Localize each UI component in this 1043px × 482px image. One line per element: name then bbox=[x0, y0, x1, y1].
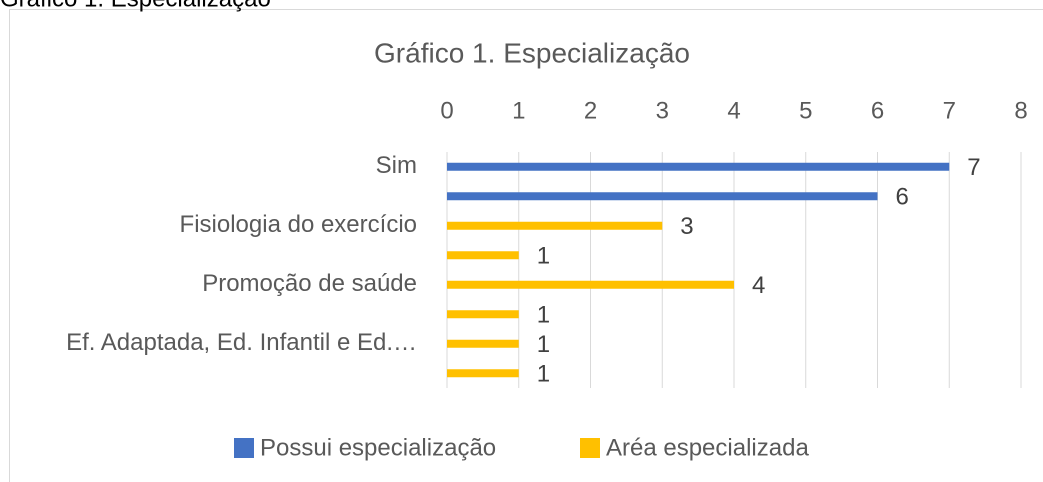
y-tick-label: Fisiologia do exercício bbox=[180, 211, 417, 238]
bar bbox=[447, 251, 519, 260]
bar bbox=[447, 339, 519, 348]
legend-swatch bbox=[234, 438, 254, 458]
y-tick-label: Sim bbox=[376, 152, 417, 179]
x-tick-label: 4 bbox=[727, 97, 740, 124]
bar bbox=[447, 369, 519, 378]
data-label: 7 bbox=[967, 154, 980, 181]
caption: Gráfico 1. Especialização bbox=[0, 0, 271, 12]
data-label: 3 bbox=[680, 213, 693, 240]
x-tick-label: 5 bbox=[799, 97, 812, 124]
x-tick-label: 0 bbox=[440, 97, 453, 124]
x-tick-label: 6 bbox=[871, 97, 884, 124]
chart-frame bbox=[9, 9, 1043, 482]
chart-title: Gráfico 1. Especialização bbox=[374, 37, 690, 68]
data-label: 4 bbox=[752, 272, 765, 299]
legend-label: Aréa especializada bbox=[606, 434, 809, 461]
legend-swatch bbox=[580, 438, 600, 458]
x-tick-label: 2 bbox=[584, 97, 597, 124]
data-label: 1 bbox=[537, 361, 550, 388]
data-label: 1 bbox=[537, 302, 550, 329]
legend-label: Possui especialização bbox=[260, 434, 496, 461]
bar bbox=[447, 310, 519, 319]
data-label: 1 bbox=[537, 243, 550, 270]
data-label: 6 bbox=[896, 184, 909, 211]
x-tick-label: 1 bbox=[512, 97, 525, 124]
bar bbox=[447, 162, 950, 171]
bar bbox=[447, 221, 663, 230]
x-tick-label: 8 bbox=[1014, 97, 1027, 124]
data-label: 1 bbox=[537, 331, 550, 358]
y-tick-label: Ef. Adaptada, Ed. Infantil e Ed.… bbox=[66, 329, 417, 356]
bar bbox=[447, 280, 734, 289]
x-tick-label: 7 bbox=[943, 97, 956, 124]
bar bbox=[447, 192, 878, 201]
x-tick-label: 3 bbox=[656, 97, 669, 124]
y-tick-label: Promoção de saúde bbox=[202, 270, 417, 297]
